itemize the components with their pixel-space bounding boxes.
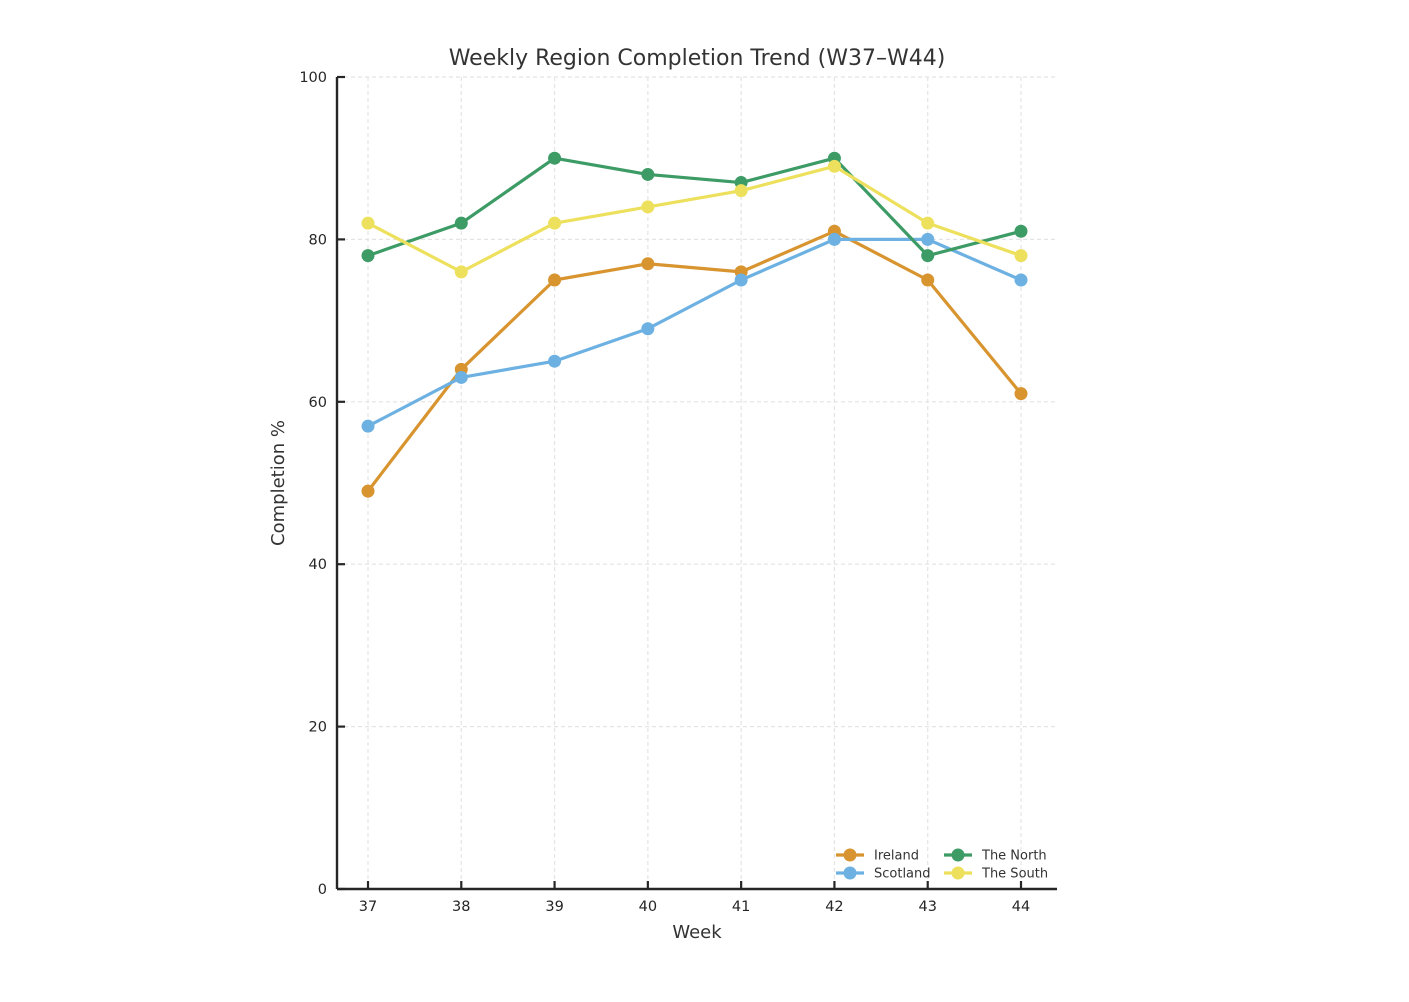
x-tick-label: 39	[545, 899, 563, 915]
data-point-the-south-w41	[734, 184, 748, 198]
data-point-the-south-w39	[548, 216, 562, 230]
x-tick-label: 43	[918, 899, 936, 915]
data-point-ireland-w40	[641, 257, 655, 271]
data-point-ireland-w44	[1014, 387, 1028, 401]
axes	[335, 75, 1057, 891]
data-point-scotland-w41	[734, 273, 748, 287]
legend-label-the-south: The South	[981, 867, 1048, 882]
data-point-the-south-w43	[921, 216, 935, 230]
legend-marker-the-north	[951, 848, 965, 862]
y-tick-label: 100	[299, 70, 327, 86]
x-tick-label: 44	[1012, 899, 1030, 915]
data-point-the-north-w38	[454, 216, 468, 230]
x-tick-label: 38	[452, 899, 470, 915]
data-point-ireland-w43	[921, 273, 935, 287]
data-point-the-south-w42	[827, 159, 841, 173]
x-tick-label: 42	[825, 899, 843, 915]
legend-marker-scotland	[843, 866, 857, 880]
y-tick-label: 80	[309, 232, 327, 248]
y-tick-label: 0	[318, 882, 327, 898]
series-line-the-north	[366, 156, 1023, 258]
data-point-ireland-w37	[361, 484, 375, 498]
data-point-scotland-w44	[1014, 273, 1028, 287]
data-point-scotland-w40	[641, 322, 655, 336]
x-axis-label: Week	[672, 922, 722, 943]
series-layer	[361, 151, 1028, 498]
data-point-scotland-w38	[454, 370, 468, 384]
data-point-the-south-w38	[454, 265, 468, 279]
y-tick-label: 60	[309, 395, 327, 411]
data-point-scotland-w37	[361, 419, 375, 433]
data-point-the-south-w44	[1014, 249, 1028, 263]
x-tick-label: 40	[639, 899, 657, 915]
legend-marker-ireland	[843, 848, 857, 862]
legend-label-ireland: Ireland	[874, 849, 919, 864]
data-point-the-north-w43	[921, 249, 935, 263]
data-point-the-north-w40	[641, 167, 655, 181]
data-point-the-south-w37	[361, 216, 375, 230]
y-tick-label: 20	[309, 720, 327, 736]
data-point-scotland-w39	[548, 354, 562, 368]
legend-label-scotland: Scotland	[874, 867, 931, 882]
legend-marker-the-south	[951, 866, 965, 880]
legend: Ireland Scotland The North The South	[836, 848, 1048, 882]
data-point-scotland-w42	[827, 232, 841, 246]
tick-labels: 37 38 39 40 41 42 43 44 0 20 40 60 80 100	[299, 70, 1030, 915]
data-point-the-north-w37	[361, 249, 375, 263]
data-point-the-north-w44	[1014, 224, 1028, 238]
series-line-ireland	[366, 229, 1023, 493]
data-point-the-south-w40	[641, 200, 655, 214]
legend-label-the-north: The North	[981, 849, 1047, 864]
series-line-the-south	[366, 164, 1023, 274]
y-axis-label: Completion %	[268, 420, 289, 546]
y-tick-label: 40	[309, 557, 327, 573]
data-point-ireland-w39	[548, 273, 562, 287]
data-point-scotland-w43	[921, 232, 935, 246]
data-point-the-north-w39	[548, 151, 562, 165]
chart-title: Weekly Region Completion Trend (W37–W44)	[449, 46, 946, 71]
x-tick-label: 37	[359, 899, 377, 915]
x-tick-label: 41	[732, 899, 750, 915]
